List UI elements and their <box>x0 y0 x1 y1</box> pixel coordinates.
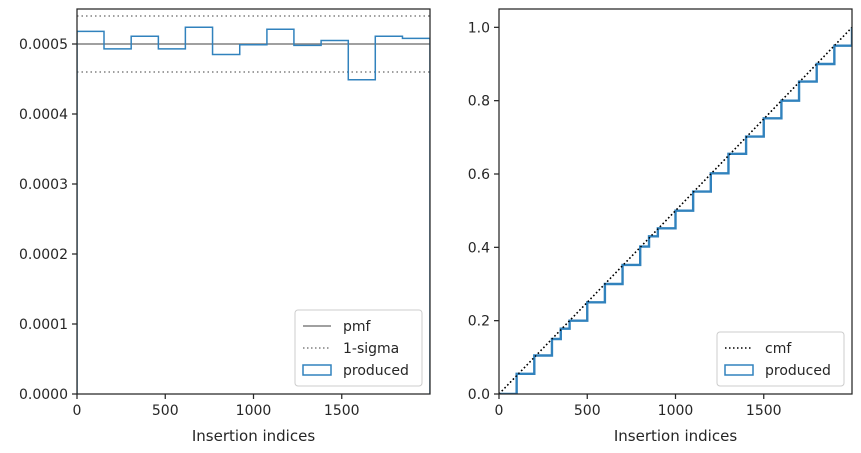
cmf-plot-ticks: 0 500 1000 1500 0.0 0.2 0.4 0.6 0.8 1.0 <box>468 20 782 419</box>
x-tick-label: 500 <box>152 403 179 419</box>
y-tick-label: 0.0003 <box>19 177 68 193</box>
x-tick-label: 0 <box>73 403 82 419</box>
y-tick-label: 0.0004 <box>19 107 68 123</box>
legend-label-produced: produced <box>343 363 409 379</box>
plot-area-clip <box>499 26 852 394</box>
y-tick-label: 0.8 <box>468 94 490 110</box>
cmf-line-overlay <box>499 26 852 394</box>
produced-histogram-step <box>77 26 430 394</box>
legend-label-cmf: cmf <box>765 341 792 357</box>
legend-label-pmf: pmf <box>343 319 372 335</box>
cmf-plot-data-layer <box>499 26 852 394</box>
legend-label-produced: produced <box>765 363 831 379</box>
y-tick-label: 0.0002 <box>19 247 68 263</box>
pmf-histogram-panel: 0 500 1000 1500 0.0000 0.0001 0.0002 0.0003 0.00… <box>19 8 431 445</box>
cmf-plot-legend: cmf produced <box>716 331 845 387</box>
pmf-plot-legend: pmf 1-sigma produced <box>294 309 423 387</box>
plot-area-clip <box>77 15 430 394</box>
legend-swatch-produced <box>724 364 754 376</box>
y-tick-label: 0.4 <box>468 240 490 256</box>
x-tick-label: 1000 <box>658 403 694 419</box>
cmf-line-panel: 0 500 1000 1500 0.0 0.2 0.4 0.6 0.8 1.0 Insertion… <box>468 8 853 445</box>
pmf-plot-data-layer <box>77 15 430 394</box>
y-tick-label: 0.0001 <box>19 317 68 333</box>
x-tick-label: 1500 <box>324 403 360 419</box>
pmf-plot-x-axis-label: Insertion indices <box>192 427 315 445</box>
legend-box <box>294 309 423 387</box>
x-tick-label: 1000 <box>236 403 272 419</box>
y-tick-label: 0.0000 <box>19 387 68 403</box>
legend-label-1-sigma: 1-sigma <box>343 341 399 357</box>
y-tick-label: 0.0005 <box>19 37 68 53</box>
y-tick-label: 0.2 <box>468 314 490 330</box>
x-tick-label: 1500 <box>746 403 782 419</box>
y-tick-label: 1.0 <box>468 20 490 36</box>
produced-cumulative-step <box>499 27 852 394</box>
pmf-plot-ticks: 0 500 1000 1500 0.0000 0.0001 0.0002 0.0003 0.00… <box>19 37 360 419</box>
x-tick-label: 0 <box>495 403 504 419</box>
x-tick-label: 500 <box>574 403 601 419</box>
y-tick-label: 0.6 <box>468 167 490 183</box>
legend-box <box>716 331 845 387</box>
y-tick-label: 0.0 <box>468 387 490 403</box>
legend-swatch-produced <box>302 364 332 376</box>
cmf-plot-x-axis-label: Insertion indices <box>614 427 737 445</box>
